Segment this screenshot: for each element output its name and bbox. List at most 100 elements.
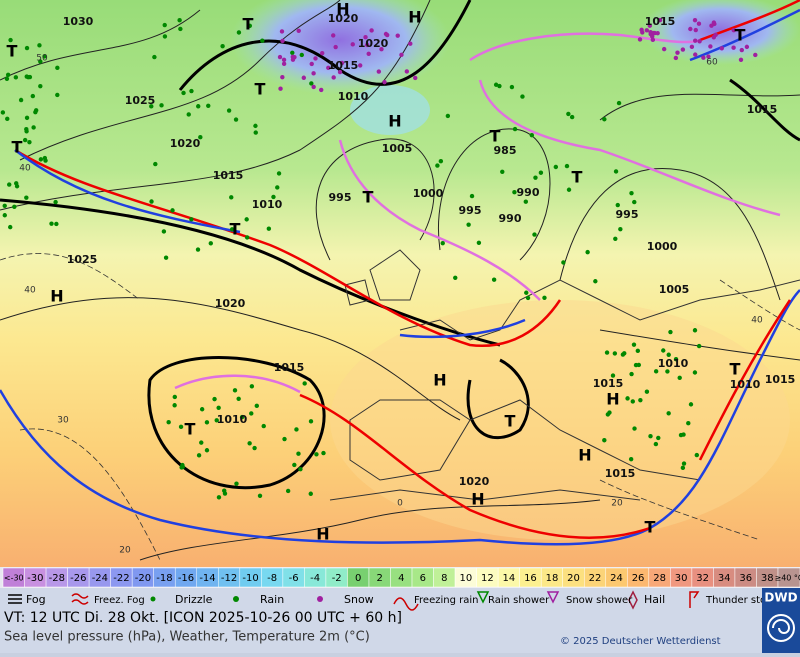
weather-dot — [309, 61, 314, 67]
weather-dot — [650, 37, 656, 43]
weather-dot — [27, 139, 32, 145]
weather-dot — [314, 452, 319, 457]
legend-label: Snow shower — [566, 595, 633, 606]
cold-area — [230, 0, 450, 95]
weather-dot — [605, 412, 611, 417]
temperature-label: 50 — [36, 54, 48, 64]
weather-dot — [538, 170, 544, 175]
weather-dot — [739, 47, 745, 53]
pressure-center: T — [735, 26, 746, 45]
pressure-center: T — [730, 360, 741, 379]
weather-dot — [178, 424, 184, 430]
weather-dot — [49, 221, 54, 226]
weather-dot — [2, 203, 7, 208]
weather-dot — [172, 403, 177, 408]
weather-dot — [285, 488, 291, 494]
scale-label: -20 — [135, 573, 151, 584]
weather-dot — [38, 59, 43, 64]
weather-dot — [254, 403, 259, 409]
weather-dot — [290, 57, 296, 62]
weather-dot — [42, 54, 47, 59]
weather-dot — [379, 46, 384, 52]
scale-label: -8 — [267, 573, 277, 584]
legend-label: Thunder storm — [705, 595, 780, 606]
weather-dot — [244, 217, 249, 222]
pressure-center: H — [578, 446, 591, 465]
weather-dot — [466, 222, 471, 227]
scale-label: -30 — [27, 573, 43, 584]
weather-dot — [38, 83, 43, 89]
weather-dot — [385, 32, 390, 38]
weather-dot — [18, 97, 24, 103]
scale-cell — [777, 567, 800, 588]
weather-dot — [610, 373, 616, 378]
weather-dot — [152, 54, 157, 60]
pressure-label: 985 — [494, 144, 517, 157]
weather-dot — [337, 69, 343, 75]
pressure-center: T — [7, 42, 18, 61]
weather-dot — [5, 72, 11, 77]
weather-dot — [339, 60, 345, 66]
pressure-label: 995 — [616, 208, 639, 221]
weather-dot — [296, 28, 301, 33]
weather-dot — [216, 405, 221, 411]
weather-dot — [196, 104, 201, 109]
weather-dot — [404, 69, 410, 74]
legend-label: Rain shower — [488, 595, 550, 606]
weather-dot — [266, 226, 272, 231]
weather-dot — [172, 394, 178, 400]
weather-dot — [593, 279, 598, 284]
weather-dot — [533, 175, 538, 180]
weather-dot — [453, 275, 458, 280]
pressure-center: T — [490, 127, 501, 146]
weather-dot — [708, 44, 713, 49]
weather-dot — [656, 435, 661, 441]
weather-dot — [688, 402, 694, 407]
scale-label: 2 — [377, 573, 383, 584]
weather-dot — [469, 193, 475, 199]
weather-dot — [435, 163, 440, 168]
pressure-label: 1005 — [659, 283, 690, 296]
weather-dot — [694, 452, 700, 458]
legend-label: Rain — [260, 593, 284, 606]
weather-dot — [0, 110, 6, 115]
scale-label: -18 — [156, 573, 172, 584]
scale-label: 20 — [567, 573, 580, 584]
pressure-center: T — [505, 412, 516, 431]
weather-dot — [311, 71, 316, 76]
pressure-label: 1025 — [67, 253, 98, 266]
weather-dot — [299, 52, 304, 58]
temperature-label: 40 — [751, 316, 763, 326]
weather-dot — [282, 436, 287, 442]
weather-dot — [633, 362, 639, 368]
weather-dot — [162, 22, 167, 28]
scale-label: 4 — [398, 573, 404, 584]
scale-label: 32 — [696, 573, 709, 584]
weather-dot — [198, 134, 203, 140]
weather-dot — [277, 54, 283, 60]
weather-dot — [615, 202, 620, 208]
scale-label: 14 — [503, 573, 516, 584]
pressure-label: 1000 — [647, 240, 678, 253]
weather-dot — [524, 290, 529, 295]
weather-dot — [509, 84, 515, 90]
weather-dot — [376, 69, 382, 74]
weather-dot — [542, 295, 547, 300]
weather-dot — [696, 21, 702, 26]
coastlines — [329, 249, 800, 501]
legend-icons — [8, 590, 700, 611]
weather-dot — [2, 213, 7, 218]
weather-dot — [55, 92, 60, 98]
weather-dot — [569, 114, 575, 120]
weather-dot — [8, 224, 13, 230]
pressure-label: 1015 — [747, 103, 778, 116]
weather-dot — [159, 103, 164, 108]
weather-dot — [629, 190, 634, 196]
pressure-label: 1010 — [252, 198, 283, 211]
scale-label: 30 — [675, 573, 688, 584]
weather-dot — [260, 38, 265, 43]
weather-dot — [651, 30, 656, 36]
pressure-label: 1010 — [658, 357, 689, 370]
weather-dot — [234, 481, 239, 486]
weather-dot — [673, 357, 679, 362]
